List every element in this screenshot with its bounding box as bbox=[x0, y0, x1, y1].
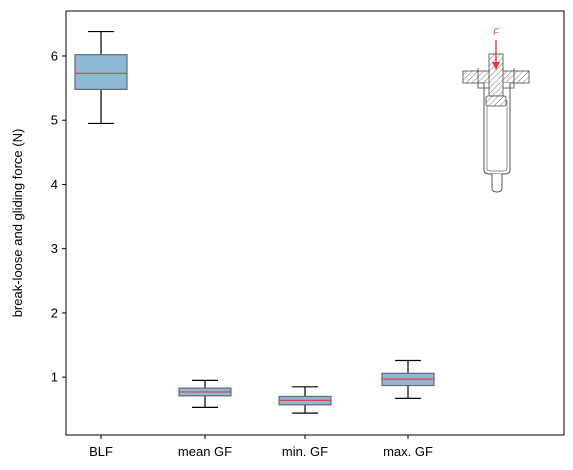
plot-marks bbox=[74, 30, 435, 414]
box-mean-gf bbox=[178, 379, 232, 408]
y-tick-label: 5 bbox=[51, 113, 58, 128]
box-max-gf bbox=[381, 359, 435, 399]
y-axis-label: break-loose and gliding force (N) bbox=[10, 129, 25, 318]
y-axis-ticks: 1 2 3 4 5 6 bbox=[51, 48, 66, 385]
x-axis-ticks: BLF mean GF min. GF max. GF bbox=[89, 435, 433, 459]
y-tick-label: 4 bbox=[51, 177, 58, 192]
y-tick-label: 6 bbox=[51, 48, 58, 63]
y-tick-label: 3 bbox=[51, 241, 58, 256]
x-tick-label: mean GF bbox=[178, 444, 232, 459]
x-tick-label: min. GF bbox=[282, 444, 328, 459]
plot-area-frame bbox=[65, 10, 565, 436]
iqr-box bbox=[74, 54, 128, 90]
y-tick-label: 1 bbox=[51, 370, 58, 385]
syringe-cross-section-icon: F bbox=[462, 27, 530, 193]
box-blf bbox=[74, 30, 128, 125]
box-min-gf bbox=[278, 386, 332, 414]
y-tick-label: 2 bbox=[51, 305, 58, 320]
force-label: F bbox=[493, 27, 499, 37]
x-tick-label: max. GF bbox=[383, 444, 433, 459]
x-tick-label: BLF bbox=[89, 444, 113, 459]
